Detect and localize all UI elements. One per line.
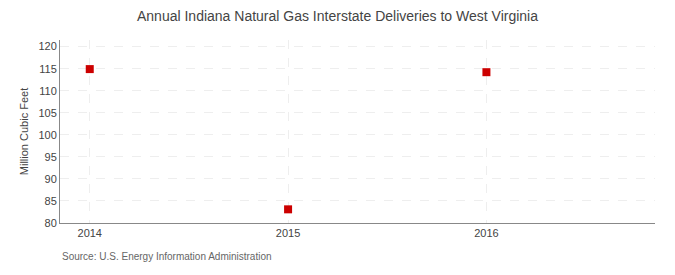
- svg-text:80: 80: [45, 217, 57, 229]
- svg-text:105: 105: [38, 107, 56, 119]
- svg-text:95: 95: [45, 151, 57, 163]
- svg-text:90: 90: [45, 173, 57, 185]
- svg-text:85: 85: [45, 195, 57, 207]
- svg-text:2015: 2015: [276, 227, 300, 239]
- svg-text:2016: 2016: [474, 227, 498, 239]
- svg-text:100: 100: [38, 129, 56, 141]
- svg-text:Million Cubic Feet: Million Cubic Feet: [18, 88, 30, 175]
- svg-text:2014: 2014: [78, 227, 102, 239]
- svg-text:115: 115: [39, 63, 57, 75]
- svg-text:110: 110: [39, 85, 57, 97]
- svg-text:Annual Indiana Natural Gas Int: Annual Indiana Natural Gas Interstate De…: [137, 8, 538, 24]
- svg-text:120: 120: [38, 40, 56, 52]
- svg-text:Source: U.S. Energy Informatio: Source: U.S. Energy Information Administ…: [62, 251, 272, 262]
